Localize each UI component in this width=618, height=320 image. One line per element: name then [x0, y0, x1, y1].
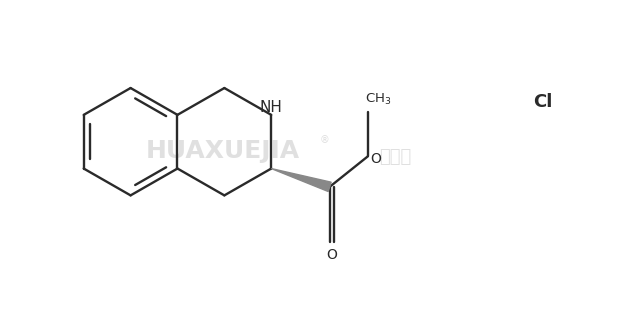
Text: O: O [370, 152, 381, 166]
Text: Cl: Cl [533, 93, 552, 111]
Text: 化学加: 化学加 [379, 148, 411, 166]
Polygon shape [271, 169, 331, 191]
Text: HUAXUEJIA: HUAXUEJIA [146, 139, 300, 163]
Text: O: O [327, 248, 337, 262]
Text: ®: ® [320, 135, 329, 146]
Text: NH: NH [260, 100, 282, 115]
Text: CH$_3$: CH$_3$ [365, 92, 392, 107]
